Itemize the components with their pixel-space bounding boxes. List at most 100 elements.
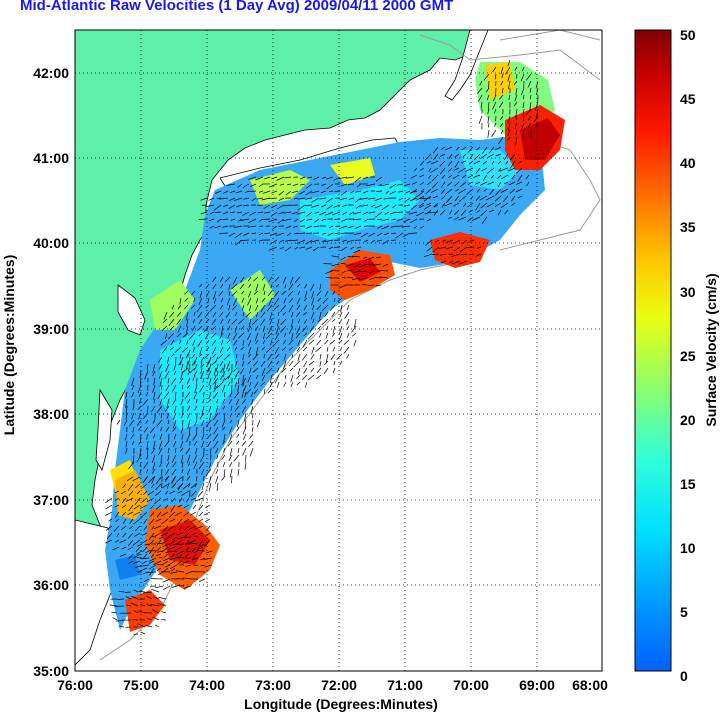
velocity-arrow bbox=[296, 304, 301, 310]
velocity-arrow bbox=[350, 190, 355, 194]
velocity-arrow bbox=[112, 546, 120, 551]
velocity-arrow bbox=[213, 426, 219, 435]
velocity-arrow bbox=[234, 374, 238, 380]
velocity-arrow bbox=[296, 346, 301, 352]
velocity-arrow bbox=[197, 550, 206, 552]
velocity-arrow bbox=[510, 153, 516, 161]
velocity-arrow bbox=[419, 167, 425, 171]
velocity-arrow bbox=[303, 332, 308, 337]
velocity-arrow bbox=[328, 225, 334, 229]
velocity-arrow bbox=[125, 447, 128, 454]
velocity-arrow bbox=[140, 504, 148, 510]
velocity-arrow bbox=[231, 318, 238, 325]
velocity-arrow bbox=[467, 202, 474, 208]
velocity-arrow bbox=[476, 146, 481, 151]
velocity-arrow bbox=[136, 490, 141, 495]
velocity-arrow bbox=[229, 468, 233, 478]
velocity-arrow bbox=[180, 426, 184, 434]
velocity-arrow bbox=[372, 263, 382, 266]
velocity-arrow bbox=[229, 197, 236, 201]
lat-tick-label: 40:00 bbox=[33, 235, 69, 251]
velocity-arrow bbox=[505, 160, 509, 165]
velocity-arrow bbox=[377, 232, 383, 237]
velocity-arrow bbox=[252, 353, 259, 361]
velocity-arrow bbox=[494, 122, 497, 127]
velocity-arrow bbox=[213, 433, 219, 442]
velocity-arrow bbox=[378, 183, 383, 187]
velocity-arrow bbox=[139, 370, 142, 378]
velocity-arrow bbox=[260, 304, 266, 312]
velocity-arrow bbox=[324, 290, 329, 297]
velocity-arrow bbox=[465, 167, 474, 172]
velocity-arrow bbox=[175, 556, 185, 559]
velocity-arrow bbox=[244, 461, 247, 470]
velocity-arrow bbox=[165, 468, 170, 476]
velocity-arrow bbox=[219, 346, 224, 353]
velocity-arrow bbox=[269, 311, 273, 321]
velocity-arrow bbox=[485, 87, 490, 93]
velocity-arrow bbox=[200, 197, 208, 201]
velocity-arrow bbox=[192, 553, 197, 561]
velocity-arrow bbox=[340, 304, 343, 313]
velocity-arrow bbox=[240, 276, 245, 283]
velocity-arrow bbox=[105, 497, 113, 504]
velocity-arrow bbox=[181, 490, 190, 496]
velocity-arrow bbox=[284, 374, 287, 380]
velocity-arrow bbox=[345, 263, 354, 267]
velocity-arrow bbox=[271, 190, 278, 194]
velocity-arrow bbox=[461, 146, 467, 151]
velocity-arrow bbox=[504, 153, 509, 161]
velocity-arrow bbox=[222, 363, 226, 373]
velocity-arrow bbox=[380, 183, 390, 187]
velocity-arrow bbox=[271, 204, 278, 209]
velocity-arrow bbox=[382, 239, 390, 245]
velocity-arrow bbox=[171, 483, 176, 489]
velocity-arrow bbox=[426, 209, 432, 215]
velocity-arrow bbox=[499, 167, 509, 172]
velocity-arrow bbox=[332, 290, 336, 295]
velocity-arrow bbox=[275, 325, 280, 335]
velocity-arrow bbox=[299, 176, 306, 180]
velocity-arrow bbox=[244, 412, 247, 422]
velocity-arrow bbox=[227, 440, 233, 447]
velocity-arrow bbox=[241, 290, 245, 295]
velocity-arrow bbox=[283, 211, 292, 214]
velocity-arrow bbox=[184, 532, 190, 538]
velocity-arrow bbox=[142, 546, 148, 553]
velocity-arrow bbox=[173, 370, 177, 375]
velocity-arrow bbox=[106, 532, 113, 540]
velocity-arrow bbox=[158, 557, 164, 559]
velocity-arrow bbox=[167, 332, 175, 340]
velocity-arrow bbox=[204, 539, 211, 547]
velocity-arrow bbox=[227, 318, 231, 324]
velocity-arrow bbox=[396, 183, 404, 186]
velocity-arrow bbox=[146, 440, 149, 450]
velocity-arrow bbox=[146, 454, 149, 460]
velocity-arrow bbox=[176, 476, 183, 483]
velocity-arrow bbox=[205, 550, 213, 554]
velocity-arrow bbox=[128, 461, 135, 470]
velocity-arrow bbox=[297, 339, 301, 346]
velocity-arrow bbox=[171, 553, 176, 558]
velocity-arrow bbox=[465, 246, 475, 249]
velocity-arrow bbox=[208, 356, 212, 365]
velocity-arrow bbox=[313, 225, 320, 228]
velocity-field bbox=[105, 62, 565, 632]
velocity-arrow bbox=[114, 504, 120, 508]
velocity-arrow bbox=[258, 190, 264, 193]
velocity-arrow bbox=[368, 277, 375, 280]
velocity-arrow bbox=[411, 195, 418, 201]
velocity-arrow bbox=[150, 511, 155, 517]
velocity-arrow bbox=[267, 290, 273, 297]
velocity-arrow bbox=[482, 146, 488, 154]
velocity-arrow bbox=[212, 412, 219, 421]
velocity-arrow bbox=[316, 367, 322, 374]
velocity-arrow bbox=[158, 363, 163, 370]
velocity-arrow bbox=[502, 195, 509, 202]
velocity-arrow bbox=[258, 225, 264, 227]
velocity-arrow bbox=[122, 483, 127, 489]
velocity-arrow bbox=[453, 246, 461, 252]
velocity-arrow bbox=[176, 550, 185, 555]
velocity-arrow bbox=[303, 360, 308, 368]
velocity-arrow bbox=[169, 346, 175, 351]
